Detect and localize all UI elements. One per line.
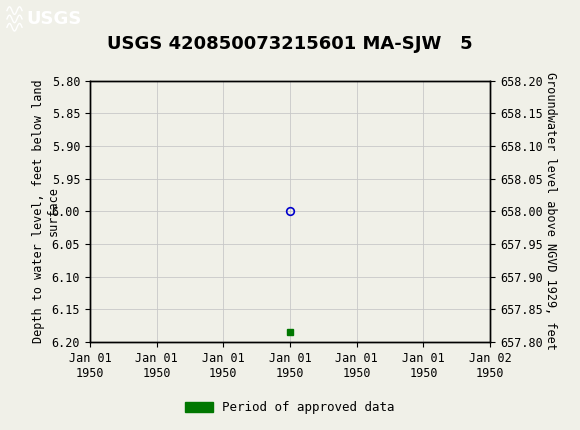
Legend: Period of approved data: Period of approved data xyxy=(180,396,400,419)
Text: USGS: USGS xyxy=(26,10,81,28)
Text: USGS 420850073215601 MA-SJW   5: USGS 420850073215601 MA-SJW 5 xyxy=(107,35,473,53)
Y-axis label: Depth to water level, feet below land
surface: Depth to water level, feet below land su… xyxy=(32,80,60,343)
Y-axis label: Groundwater level above NGVD 1929, feet: Groundwater level above NGVD 1929, feet xyxy=(545,72,557,350)
